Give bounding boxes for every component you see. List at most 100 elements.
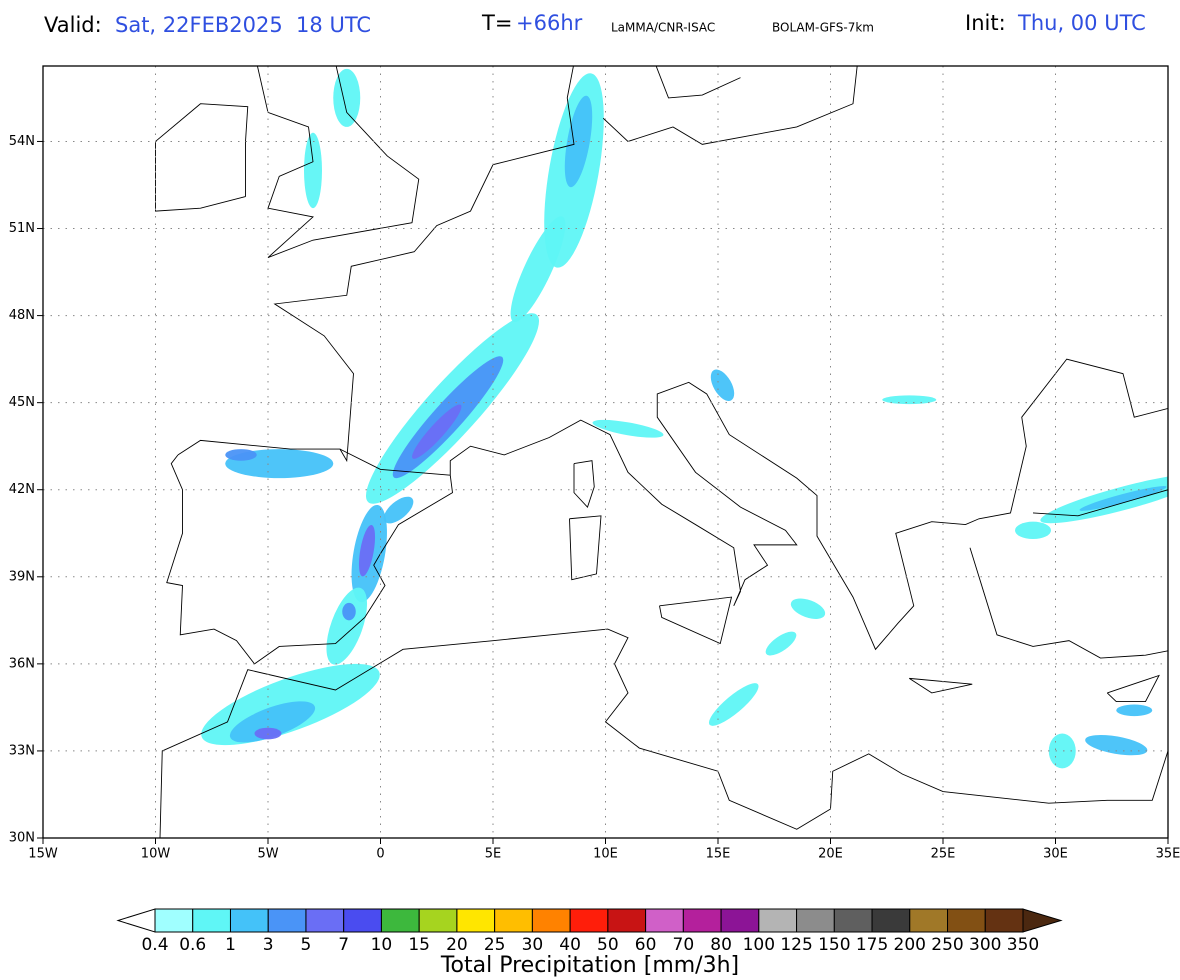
- precip-area: [358, 524, 376, 577]
- coastline: [573, 460, 595, 509]
- precip-area: [304, 132, 322, 209]
- map-area: [43, 66, 1168, 838]
- colorbar-box: [909, 908, 949, 933]
- colorbar-label: 10: [371, 935, 393, 955]
- colorbar-box: [343, 908, 382, 933]
- colorbar-label: 3: [263, 935, 274, 955]
- colorbar-box: [682, 908, 722, 933]
- coastline: [655, 66, 741, 99]
- colorbar-label: 200: [894, 935, 926, 955]
- colorbar-label: 60: [635, 935, 657, 955]
- coastline: [267, 66, 420, 258]
- colorbar-box: [947, 908, 986, 933]
- precip-area: [708, 683, 759, 726]
- source: LaMMA/CNR-ISAC: [611, 21, 715, 35]
- precip-area: [342, 602, 356, 621]
- x-tick-label: 35E: [1156, 847, 1180, 862]
- y-tick-label: 48N: [9, 308, 35, 323]
- coastline: [166, 454, 453, 665]
- coastline: [569, 515, 602, 581]
- colorbar-label: 15: [408, 935, 430, 955]
- x-tick-label: 0: [376, 847, 384, 862]
- y-tick-label: 33N: [9, 743, 35, 758]
- precip-area: [326, 587, 368, 665]
- colorbar-box: [229, 908, 269, 933]
- colorbar-label: 70: [673, 935, 695, 955]
- x-tick-label: 10E: [593, 847, 618, 862]
- precip-area: [790, 598, 826, 619]
- colorbar-label: 175: [856, 935, 888, 955]
- colorbar-label: 300: [969, 935, 1001, 955]
- colorbar-box: [569, 908, 609, 933]
- colorbar-label: 20: [446, 935, 468, 955]
- colorbar-label: 150: [818, 935, 850, 955]
- coastline: [602, 66, 858, 145]
- init-label: Init:: [965, 11, 1006, 35]
- colorbar-label: 30: [522, 935, 544, 955]
- coastline: [969, 547, 1168, 659]
- y-tick-label: 54N: [9, 134, 35, 149]
- colorbar-label: 40: [559, 935, 581, 955]
- precip-area: [1079, 486, 1167, 511]
- colorbar-box: [305, 908, 345, 933]
- precip-area: [383, 496, 414, 524]
- x-tick-label: 10W: [141, 847, 171, 862]
- x-tick-label: 20E: [818, 847, 843, 862]
- valid-time: Sat, 22FEB2025 18 UTC: [115, 13, 371, 37]
- x-tick-label: 15E: [706, 847, 731, 862]
- precip-area: [333, 68, 361, 127]
- colorbar-title: Total Precipitation [mm/3h]: [440, 953, 739, 978]
- precip-area: [1015, 521, 1051, 540]
- colorbar-box: [645, 908, 684, 933]
- precip-area: [229, 701, 316, 743]
- coastline: [155, 103, 249, 212]
- colorbar-box: [380, 908, 420, 933]
- colorbar-box: [984, 908, 1024, 933]
- colorbar-box: [267, 908, 307, 933]
- y-tick-label: 36N: [9, 656, 35, 671]
- y-tick-label: 30N: [9, 831, 35, 846]
- colorbar-label: 50: [597, 935, 619, 955]
- x-tick-label: 5E: [485, 847, 502, 862]
- coastline: [909, 677, 973, 694]
- precip-area: [592, 419, 664, 438]
- colorbar-label: 5: [301, 935, 312, 955]
- x-tick-label: 5W: [257, 847, 278, 862]
- coastline: [1106, 674, 1160, 703]
- precip-area: [710, 369, 735, 401]
- colorbar-label: 1: [225, 935, 236, 955]
- precip-area: [1085, 734, 1148, 756]
- coastline: [177, 66, 575, 463]
- model: BOLAM-GFS-7km: [772, 21, 874, 35]
- precip-area: [765, 631, 797, 656]
- precip-area: [510, 216, 566, 323]
- y-tick-label: 51N: [9, 221, 35, 236]
- colorbar-box: [192, 908, 231, 933]
- colorbar-label: 0.6: [179, 935, 206, 955]
- y-tick-label: 42N: [9, 482, 35, 497]
- y-tick-label: 45N: [9, 395, 35, 410]
- coastline: [339, 448, 451, 476]
- coastline: [659, 596, 733, 645]
- precip-area: [225, 449, 257, 461]
- coastline: [159, 628, 1168, 838]
- colorbar-label: 100: [743, 935, 775, 955]
- colorbar-box: [494, 908, 533, 933]
- x-tick-label: 25E: [931, 847, 956, 862]
- colorbar-label: 250: [931, 935, 963, 955]
- colorbar-box: [871, 908, 911, 933]
- x-tick-label: 15W: [28, 847, 58, 862]
- x-tick-label: 30E: [1043, 847, 1068, 862]
- colorbar-box: [154, 908, 194, 933]
- colorbar-box: [796, 908, 835, 933]
- colorbar-over: [1022, 908, 1063, 933]
- colorbar-box: [418, 908, 458, 933]
- valid-label: Valid:: [44, 13, 102, 37]
- colorbar-label: 125: [780, 935, 812, 955]
- colorbar-label: 25: [484, 935, 506, 955]
- colorbar-box: [720, 908, 760, 933]
- colorbar-label: 80: [710, 935, 732, 955]
- precip-area: [564, 95, 593, 188]
